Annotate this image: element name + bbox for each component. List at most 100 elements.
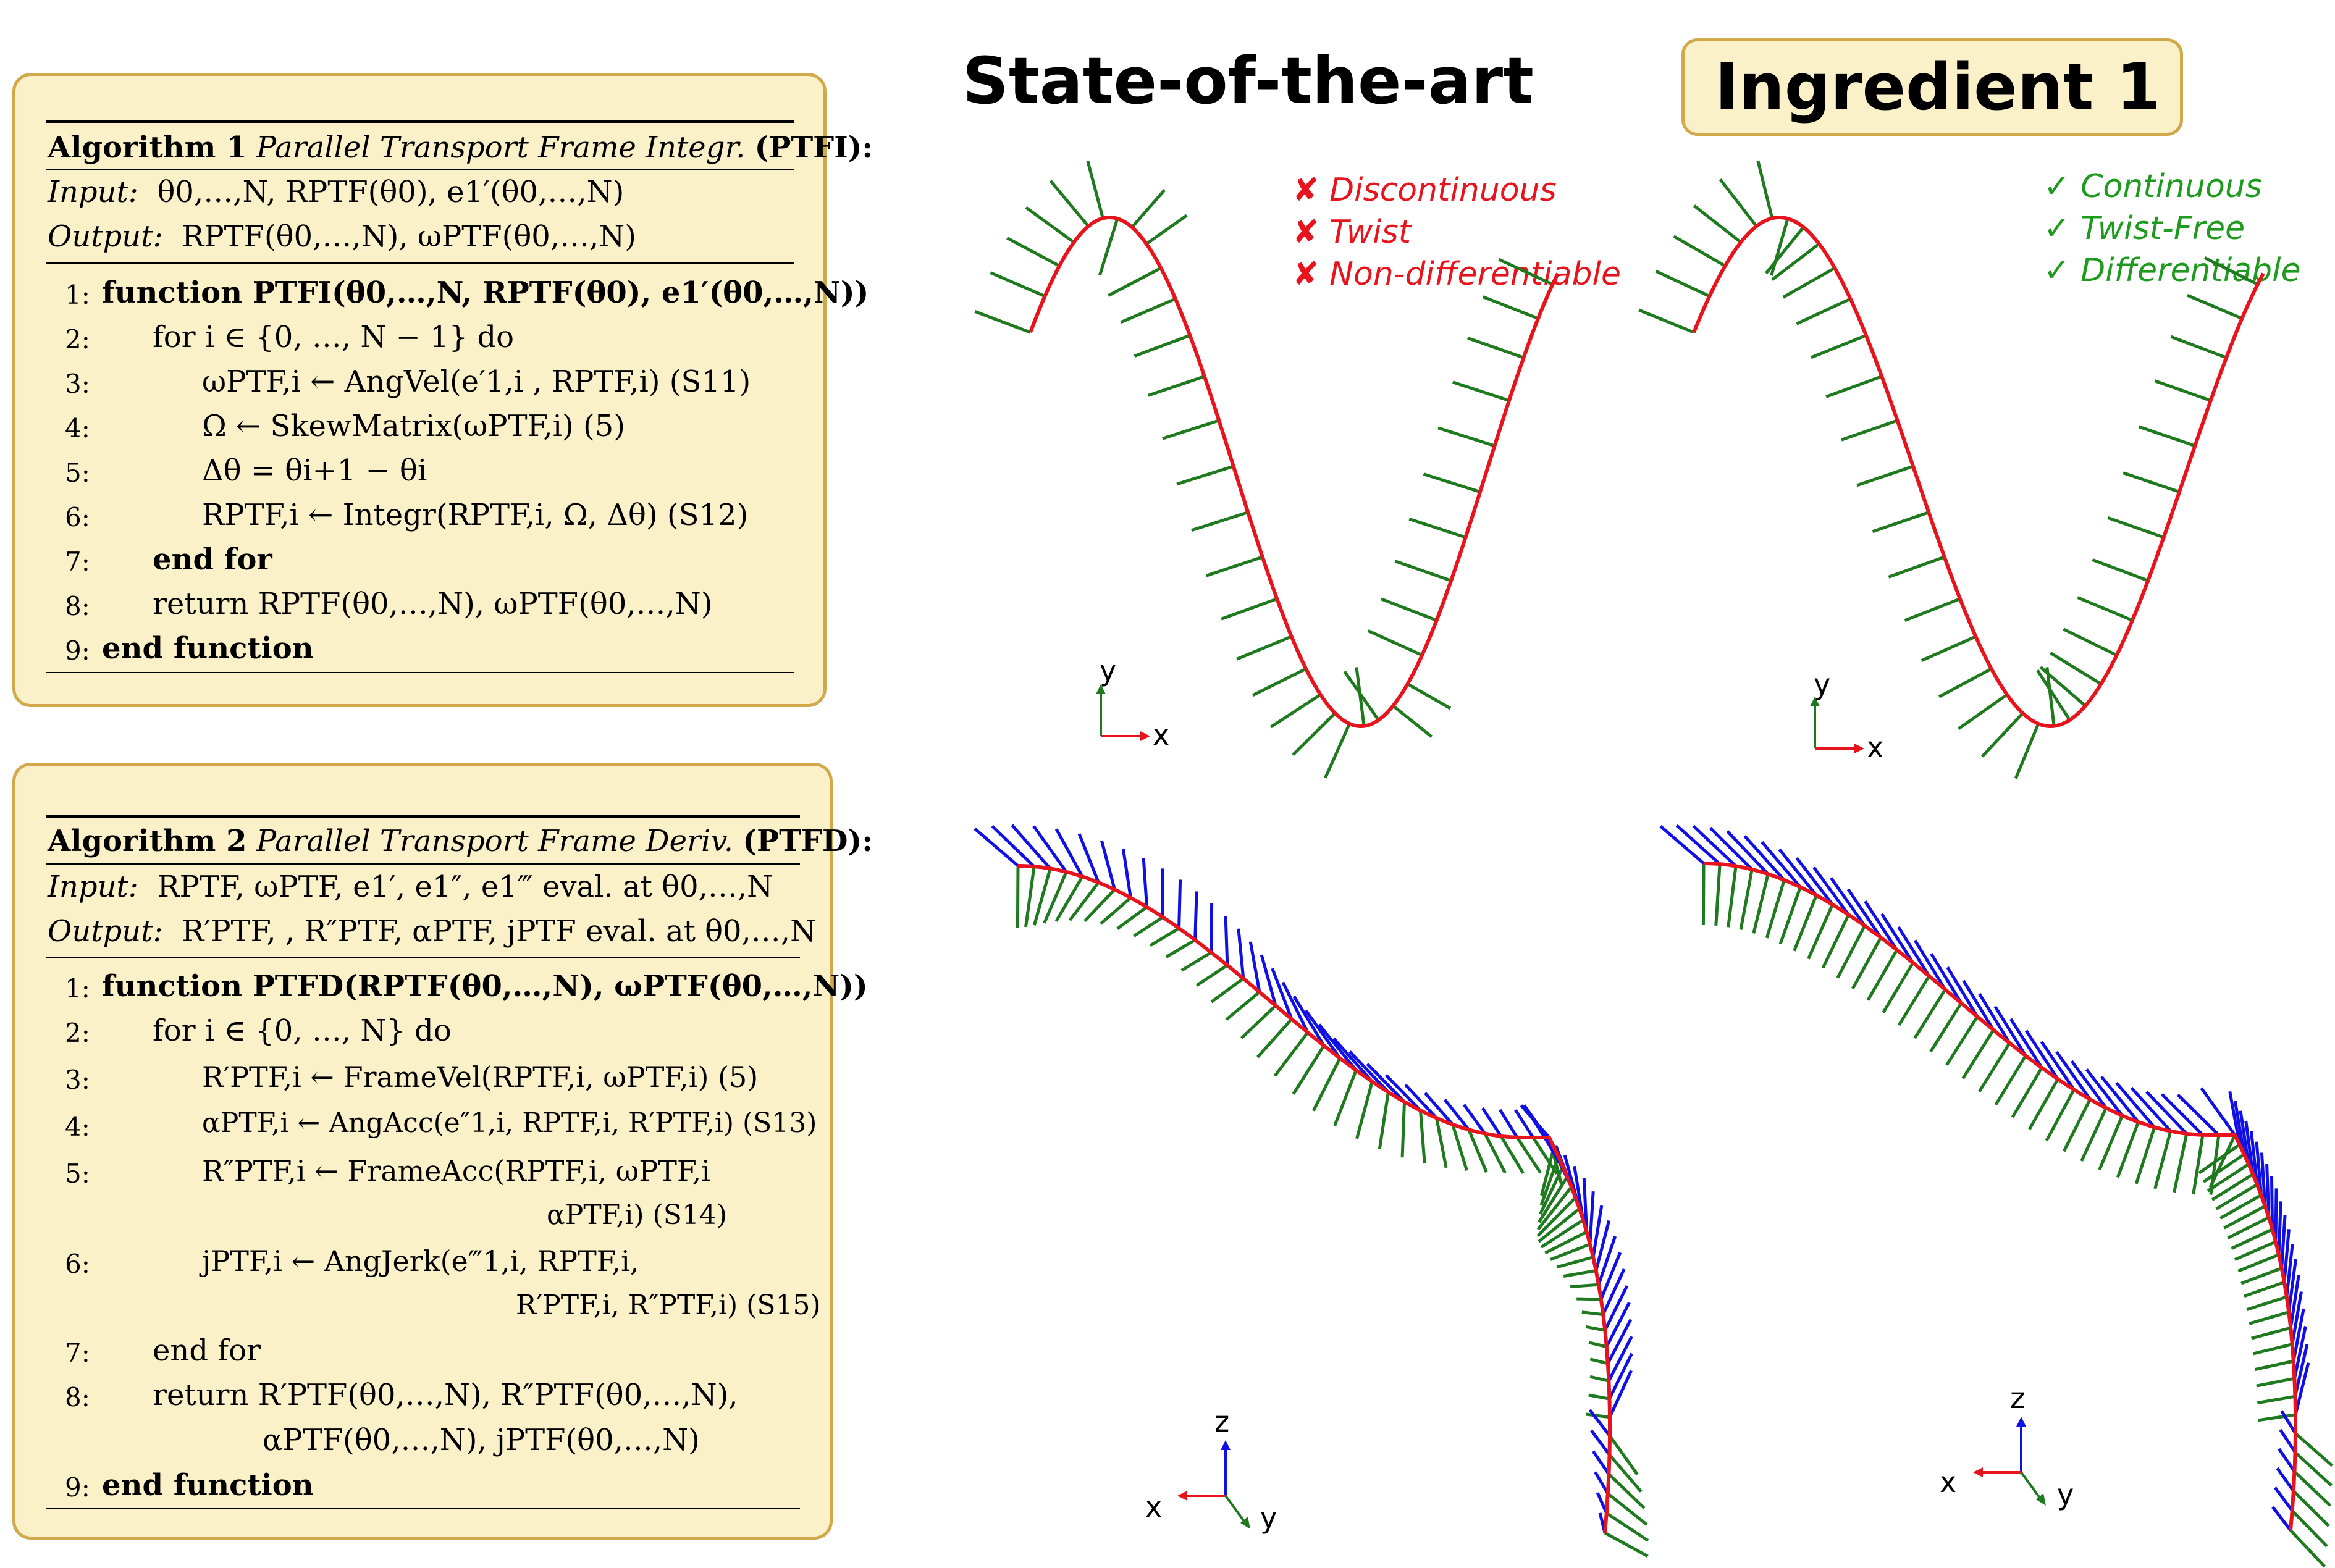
- normal-vector: [1333, 1070, 1358, 1126]
- normal-vector: [1098, 218, 1119, 276]
- normal-vector: [1355, 1081, 1374, 1139]
- normal-vector: [1589, 1375, 1609, 1383]
- y-axis-label: y: [1260, 1501, 1277, 1535]
- header-rule: [46, 169, 794, 170]
- binormal-vector: [1795, 857, 1834, 906]
- normal-vector: [1148, 375, 1205, 397]
- binormal-vector: [1591, 1205, 1604, 1258]
- normal-vector: [2080, 1107, 2108, 1162]
- normal-vector: [2198, 1143, 2240, 1175]
- algorithm-abbr: (PTFD):: [743, 824, 873, 858]
- normal-vector: [1945, 1015, 1979, 1066]
- bottom-rule: [46, 672, 794, 673]
- binormal-vector: [1743, 835, 1786, 881]
- normal-vector: [1130, 189, 1166, 228]
- input-line: Input: θ0,…,N, RPTF(θ0), e1′(θ0,…,N): [48, 175, 624, 209]
- normal-vector: [1605, 1512, 1649, 1542]
- normal-vector: [1355, 667, 1366, 727]
- binormal-vector: [1193, 891, 1198, 941]
- code-line: function PTFD(RPTF(θ0,…,N), ωPTF(θ0,…,N)…: [102, 969, 868, 1004]
- normal-vector: [1929, 1002, 1963, 1053]
- line-number: 8:: [65, 591, 90, 621]
- x-axis-label: x: [1153, 718, 1169, 752]
- normal-vector: [1145, 214, 1188, 245]
- feature-label: Differentiable: [2080, 252, 2301, 289]
- binormal-vector: [2291, 1291, 2303, 1345]
- normal-vector: [1739, 869, 1754, 930]
- feature-twist-free: ✓ Twist-Free: [2043, 210, 2245, 247]
- binormal-vector: [1605, 1302, 1631, 1348]
- axes-2d-right: x y: [1810, 668, 1883, 764]
- code-line: αPTF(θ0,…,N), jPTF(θ0,…,N): [263, 1423, 700, 1457]
- normal-vector: [1607, 1473, 1646, 1510]
- binormal-vector: [1011, 824, 1051, 870]
- normal-vector: [1765, 226, 1805, 275]
- normal-vector: [2231, 1228, 2273, 1250]
- normal-vector: [1549, 1243, 1591, 1261]
- normal-vector: [2077, 596, 2133, 622]
- ingredient-title: Ingredient 1: [1715, 49, 2161, 125]
- line-number: 9:: [65, 1472, 90, 1503]
- binormal-vector: [1499, 1109, 1519, 1139]
- normal-vector: [974, 309, 1031, 334]
- binormal-vector: [2280, 1215, 2287, 1268]
- normal-vector: [1540, 1218, 1584, 1249]
- binormal-vector: [1384, 1074, 1422, 1112]
- normal-vector: [2202, 1153, 2245, 1183]
- output-value: R′PTF, , R″PTF, αPTF, jPTF eval. at θ0,……: [182, 914, 817, 949]
- algorithm-abbr: (PTFI):: [754, 130, 873, 165]
- normal-vector: [1538, 1176, 1569, 1223]
- y-arrowhead-icon: [1096, 684, 1106, 694]
- normal-vector: [1451, 1124, 1468, 1172]
- y-axis-label: y: [2057, 1478, 2074, 1511]
- state-of-the-art-title: State-of-the-art: [962, 43, 1534, 119]
- normal-vector: [2251, 1326, 2291, 1340]
- line-number: 3:: [65, 369, 90, 399]
- normal-vector: [1589, 1357, 1609, 1365]
- binormal-vector: [2145, 1090, 2188, 1135]
- y-axis-arrow: [1224, 1495, 1247, 1524]
- normal-vector: [2028, 1078, 2059, 1130]
- binormal-vector: [2200, 1087, 2237, 1136]
- binormal-vector: [1292, 995, 1326, 1047]
- normal-vector: [1191, 511, 1249, 532]
- normal-vector: [2116, 1121, 2140, 1178]
- binormal-vector: [2040, 1041, 2076, 1091]
- binormal-vector: [2085, 1068, 2124, 1117]
- binormal-vector: [1608, 1370, 1633, 1418]
- normal-vector: [2138, 425, 2196, 448]
- code-line: function PTFI(θ0,…,N, RPTF(θ0), e1′(θ0,……: [102, 275, 869, 310]
- code-line: return R′PTF(θ0,…,N), R″PTF(θ0,…,N),: [153, 1378, 738, 1412]
- normal-vector: [1225, 991, 1261, 1021]
- plot-2d-ingredient: [1638, 160, 2265, 779]
- normal-vector: [1180, 951, 1213, 972]
- binormal-vector: [1210, 903, 1214, 953]
- normal-vector: [1556, 1256, 1594, 1269]
- normal-vector: [1570, 1283, 1599, 1288]
- normal-vector: [1765, 879, 1786, 939]
- binormal-vector: [974, 827, 1019, 867]
- code-line: R′PTF,i, R″PTF,i) (S15): [516, 1289, 821, 1321]
- normal-vector: [1269, 693, 1322, 729]
- normal-vector: [1162, 419, 1220, 440]
- binormal-vector: [2265, 1163, 2271, 1218]
- y-axis-label: y: [1814, 668, 1830, 701]
- normal-vector: [1240, 1004, 1277, 1039]
- normal-vector: [1851, 936, 1882, 990]
- cross-icon: ✘: [1292, 172, 1319, 209]
- line-number: 9:: [65, 635, 90, 666]
- binormal-vector: [2282, 1229, 2291, 1283]
- normal-vector: [2063, 627, 2118, 657]
- code-line: end function: [102, 1468, 314, 1503]
- input-label: Input:: [48, 870, 138, 904]
- binormal-vector: [1404, 1083, 1438, 1120]
- binormal-vector: [1946, 966, 1979, 1018]
- line-number: 5:: [65, 1159, 90, 1189]
- binormal-vector: [2276, 1467, 2295, 1492]
- binormal-vector: [2277, 1201, 2282, 1255]
- binormal-vector: [1606, 1319, 1633, 1365]
- feature-non-differentiable: ✘ Non-differentiable: [1292, 256, 1621, 293]
- feature-label: Discontinuous: [1329, 172, 1557, 209]
- binormal-vector: [2100, 1075, 2140, 1123]
- normal-vector: [2050, 652, 2102, 685]
